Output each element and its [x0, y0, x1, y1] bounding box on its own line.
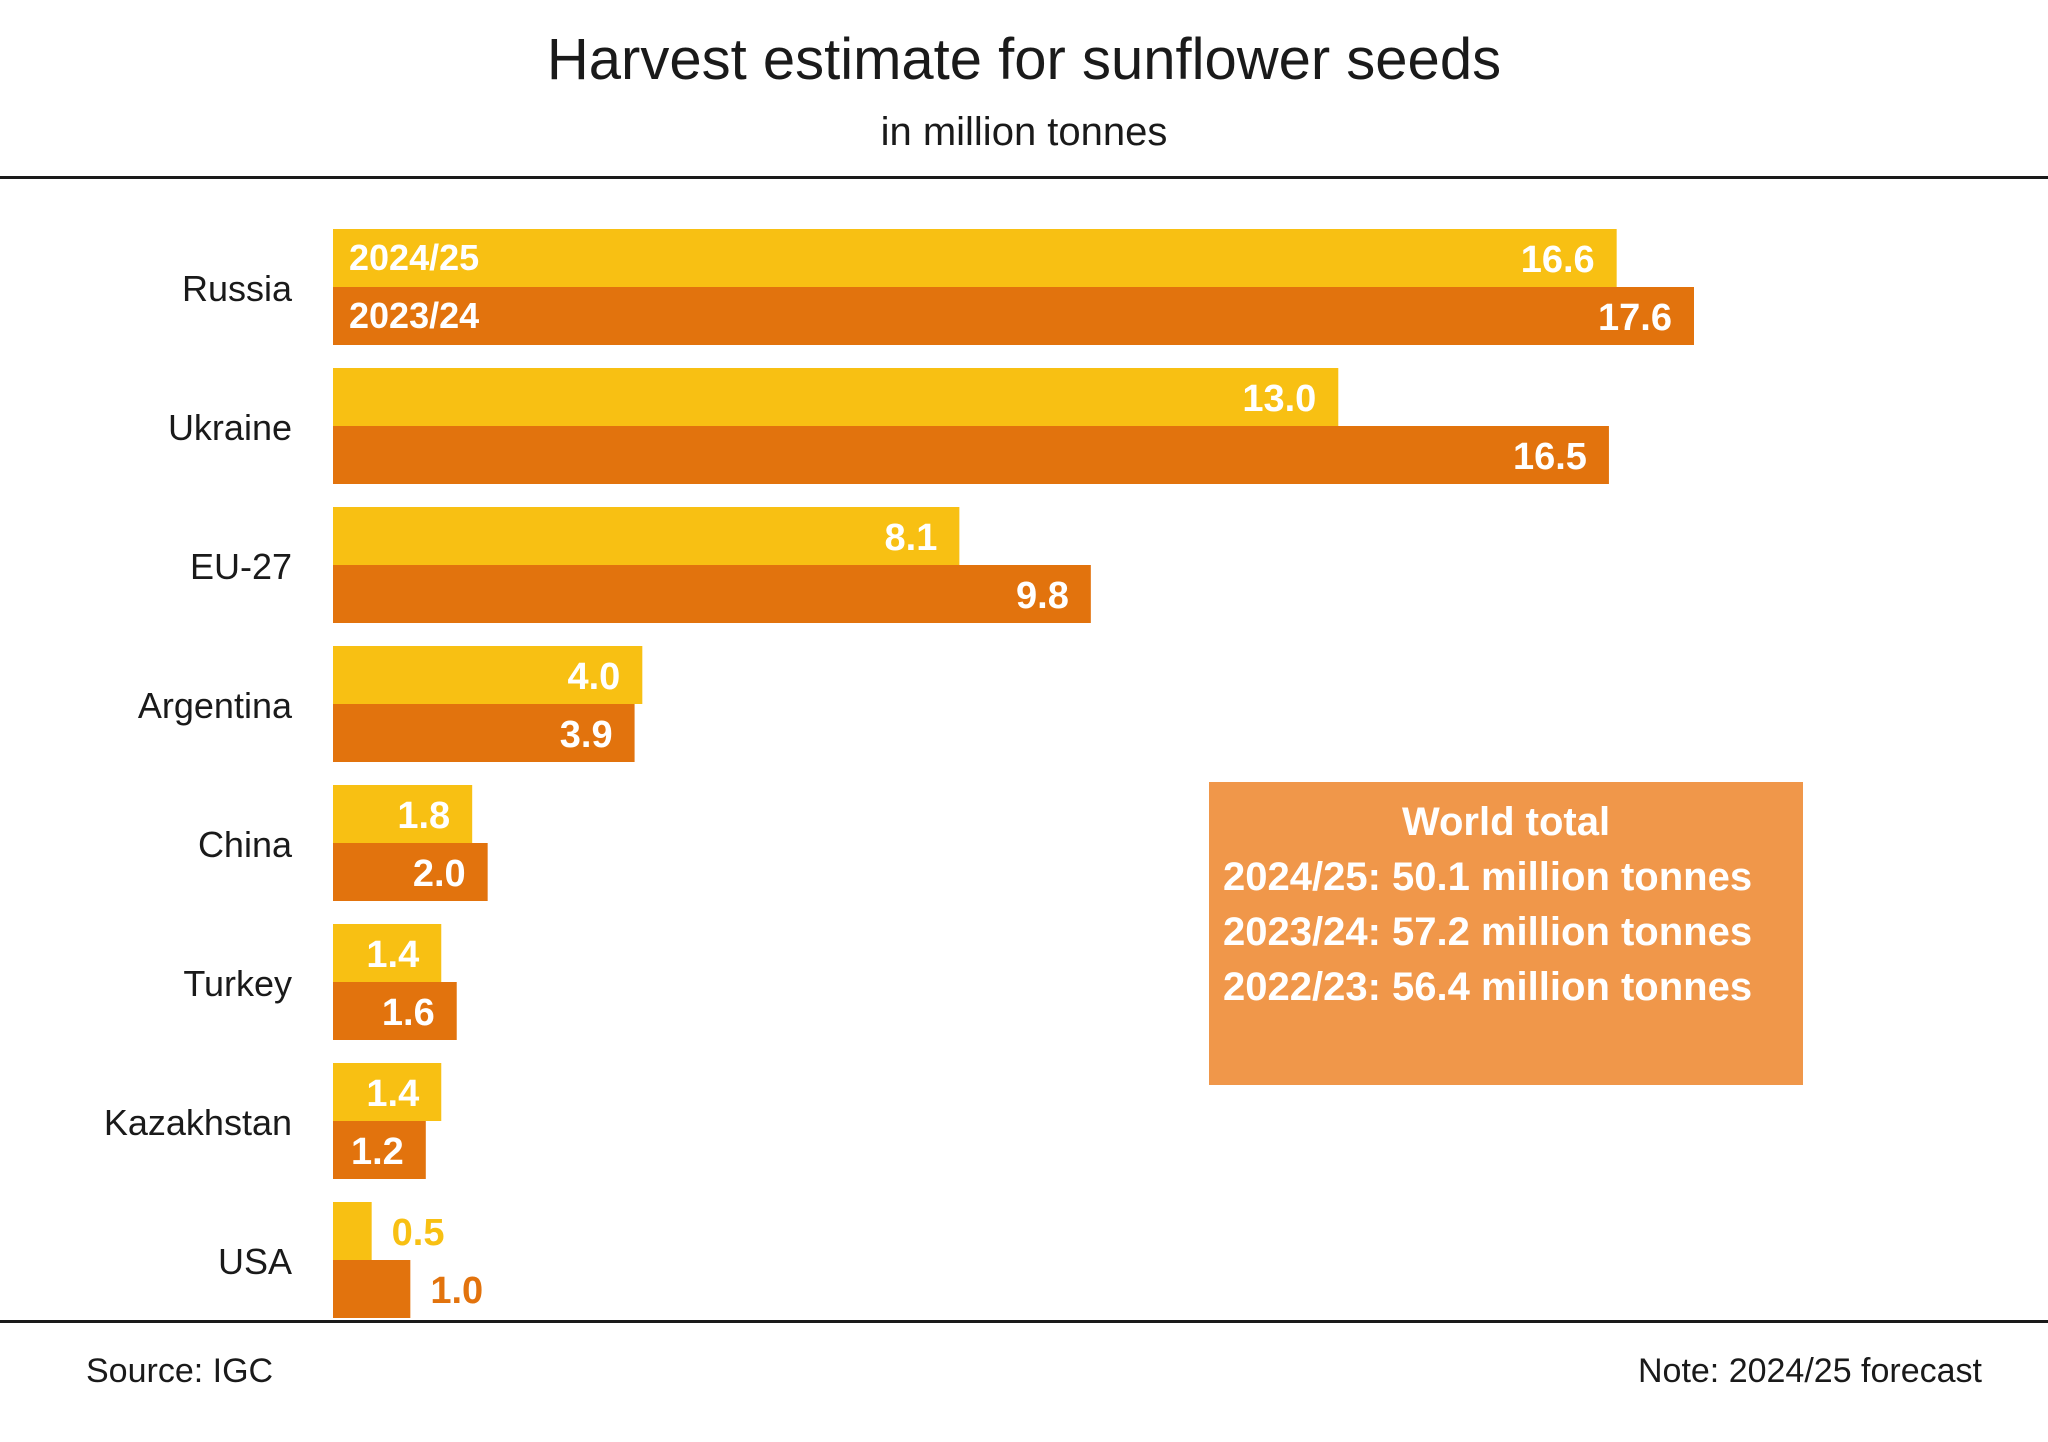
bar-usa-2023-24 [333, 1260, 411, 1318]
world-total-box: World total 2024/25: 50.1 million tonnes… [1209, 782, 1803, 1085]
chart-subtitle: in million tonnes [880, 110, 1168, 154]
bar-turkey-2024-25 [333, 924, 442, 982]
bar-kazakhstan-2023-24 [333, 1121, 426, 1179]
bar-eu-27-2024-25 [333, 507, 960, 565]
bar-russia-2023-24 [333, 287, 1694, 345]
bar-russia-2024-25 [333, 229, 1617, 287]
bar-ukraine-2023-24 [333, 426, 1609, 484]
value-label-eu-27-2024-25: 8.1 [885, 517, 938, 559]
value-label-kazakhstan-2023-24: 1.2 [351, 1131, 404, 1173]
world-total-line-2022-23: 2022/23: 56.4 million tonnes [1223, 965, 1753, 1009]
bar-turkey-2023-24 [333, 982, 457, 1040]
value-label-argentina-2023-24: 3.9 [560, 714, 613, 756]
legend-label-2023-24: 2023/24 [349, 295, 479, 336]
bottom-rule [0, 1320, 2048, 1323]
value-label-kazakhstan-2024-25: 1.4 [366, 1073, 419, 1115]
bar-argentina-2024-25 [333, 646, 643, 704]
category-label-russia: Russia [182, 268, 293, 309]
world-total-title: World total [1401, 800, 1611, 844]
world-total-line-2024-25: 2024/25: 50.1 million tonnes [1223, 855, 1753, 899]
value-label-ukraine-2023-24: 16.5 [1513, 436, 1587, 478]
value-label-turkey-2023-24: 1.6 [382, 992, 435, 1034]
value-label-russia-2023-24: 17.6 [1598, 297, 1672, 339]
bar-argentina-2023-24 [333, 704, 635, 762]
legend-label-2024-25: 2024/25 [349, 237, 479, 278]
value-label-usa-2024-25: 0.5 [392, 1212, 445, 1254]
category-label-turkey: Turkey [183, 963, 292, 1004]
top-rule [0, 176, 2048, 179]
value-label-ukraine-2024-25: 13.0 [1242, 378, 1316, 420]
value-label-usa-2023-24: 1.0 [430, 1270, 483, 1312]
bar-eu-27-2023-24 [333, 565, 1091, 623]
forecast-note: Note: 2024/25 forecast [1637, 1352, 1982, 1390]
bar-china-2024-25 [333, 785, 473, 843]
value-label-china-2023-24: 2.0 [413, 853, 466, 895]
source-note: Source: IGC [86, 1352, 274, 1390]
world-total-line-2023-24: 2023/24: 57.2 million tonnes [1223, 910, 1753, 954]
category-label-argentina: Argentina [138, 685, 293, 726]
value-label-eu-27-2023-24: 9.8 [1016, 575, 1069, 617]
value-label-turkey-2024-25: 1.4 [366, 934, 419, 976]
value-label-argentina-2024-25: 4.0 [567, 656, 620, 698]
category-label-kazakhstan: Kazakhstan [104, 1102, 292, 1143]
chart-title: Harvest estimate for sunflower seeds [546, 27, 1502, 92]
value-label-russia-2024-25: 16.6 [1521, 239, 1595, 281]
bar-ukraine-2024-25 [333, 368, 1339, 426]
bar-china-2023-24 [333, 843, 488, 901]
bar-kazakhstan-2024-25 [333, 1063, 442, 1121]
category-label-usa: USA [218, 1241, 292, 1282]
bar-usa-2024-25 [333, 1202, 372, 1260]
category-label-ukraine: Ukraine [168, 407, 292, 448]
value-label-china-2024-25: 1.8 [397, 795, 450, 837]
category-label-china: China [198, 824, 293, 865]
category-label-eu-27: EU-27 [190, 546, 292, 587]
